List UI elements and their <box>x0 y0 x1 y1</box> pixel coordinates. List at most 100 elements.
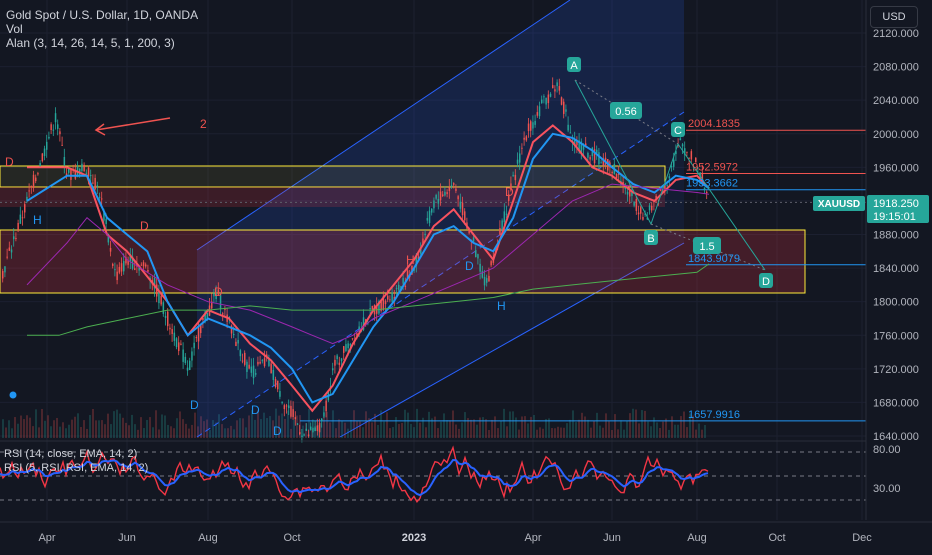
volume-bar <box>662 421 664 438</box>
candle-body <box>340 358 343 362</box>
volume-bar <box>263 412 265 438</box>
volume-bar <box>254 419 256 438</box>
price-axis: 2120.000 2080.000 2040.000 2000.000 1960.000… <box>865 0 932 550</box>
volume-bar <box>674 424 676 438</box>
candle-body <box>193 342 195 349</box>
candle-body <box>686 151 688 153</box>
candle-body <box>459 201 462 209</box>
price-tick-label: 1800.000 <box>873 297 919 309</box>
volume-bar <box>527 423 529 438</box>
volume-bar <box>212 420 214 438</box>
candle-body <box>213 293 215 297</box>
candle-body <box>283 405 286 410</box>
volume-bar <box>233 429 235 438</box>
candle-body <box>424 233 426 236</box>
volume-bar <box>356 421 358 438</box>
candle-body <box>24 204 26 213</box>
swing-marker: D <box>190 398 199 412</box>
time-tick-label: Oct <box>768 532 785 544</box>
candle-body <box>591 147 594 157</box>
last-price-box <box>867 195 929 223</box>
candle-body <box>510 183 512 191</box>
volume-bar <box>101 420 103 438</box>
volume-bar <box>536 429 538 438</box>
volume-bar <box>611 429 613 438</box>
candle-body <box>593 149 596 164</box>
abcd-pattern: A B C D 0.56 1.5 <box>567 57 773 288</box>
volume-bar <box>14 417 16 438</box>
volume-bar <box>467 418 469 438</box>
candle-body <box>426 218 429 221</box>
candle-body <box>263 358 266 367</box>
level-value-label: 2004.1835 <box>688 118 740 130</box>
volume-bar <box>134 424 136 438</box>
volume-bar <box>11 428 13 438</box>
candle-body <box>389 299 391 301</box>
candle-body <box>442 194 444 197</box>
candle-body <box>59 131 61 135</box>
volume-bar <box>146 419 148 438</box>
volume-bar <box>452 410 454 438</box>
volume-bar <box>413 427 415 438</box>
bar-countdown: 19:15:01 <box>873 211 916 223</box>
candle-body <box>81 163 83 171</box>
candle-body <box>41 153 44 162</box>
volume-bar <box>359 421 361 438</box>
candle-body <box>657 203 660 205</box>
volume-bar <box>95 420 97 438</box>
volume-bar <box>194 412 196 438</box>
rsi-blue-line <box>0 458 709 497</box>
candle-body <box>285 405 288 407</box>
volume-bar <box>614 414 616 438</box>
time-tick-label: Dec <box>852 532 872 544</box>
volume-bar <box>479 417 481 438</box>
resistance-zone <box>0 165 666 188</box>
volume-bar <box>428 411 430 438</box>
price-tick-label: 1640.000 <box>873 431 919 443</box>
volume-bar <box>62 422 64 438</box>
candle-body <box>395 287 398 289</box>
level-value-label: 1843.9079 <box>688 253 740 265</box>
candle-body <box>351 338 354 340</box>
candle-body <box>184 356 187 363</box>
volume-bar <box>512 411 514 438</box>
volume-bar <box>476 424 478 438</box>
volume-bar <box>656 422 658 438</box>
swing-marker: D <box>214 285 223 299</box>
volume-bar <box>701 429 703 438</box>
volume-bar <box>35 409 37 438</box>
volume-bar <box>98 420 100 438</box>
candle-body <box>63 157 66 166</box>
candle-body <box>96 185 99 187</box>
candle-body <box>534 120 536 125</box>
candle-body <box>147 269 149 272</box>
candle-body <box>206 312 209 319</box>
volume-bar <box>509 411 511 438</box>
currency-button[interactable]: USD <box>870 6 918 28</box>
candle-body <box>272 369 275 380</box>
candle-body <box>475 250 477 258</box>
candle-body <box>384 300 387 305</box>
candle-body <box>274 379 277 387</box>
volume-bar <box>557 426 559 438</box>
candle-body <box>30 185 33 188</box>
volume-bar <box>629 413 631 438</box>
volume-bar <box>317 424 319 438</box>
volume-bars <box>2 408 706 438</box>
volume-bar <box>692 415 694 438</box>
volume-bar <box>434 416 436 438</box>
candle-body <box>523 137 525 140</box>
candle-body <box>662 190 664 192</box>
candle-body <box>279 391 281 397</box>
candle-body <box>611 172 613 174</box>
volume-bar <box>164 415 166 438</box>
candle-body <box>15 238 17 240</box>
candle-body <box>488 275 490 282</box>
candle-body <box>120 263 123 272</box>
volume-bar <box>407 412 409 438</box>
candle-body <box>508 194 510 201</box>
candle-body <box>479 263 481 272</box>
volume-bar <box>131 414 133 438</box>
